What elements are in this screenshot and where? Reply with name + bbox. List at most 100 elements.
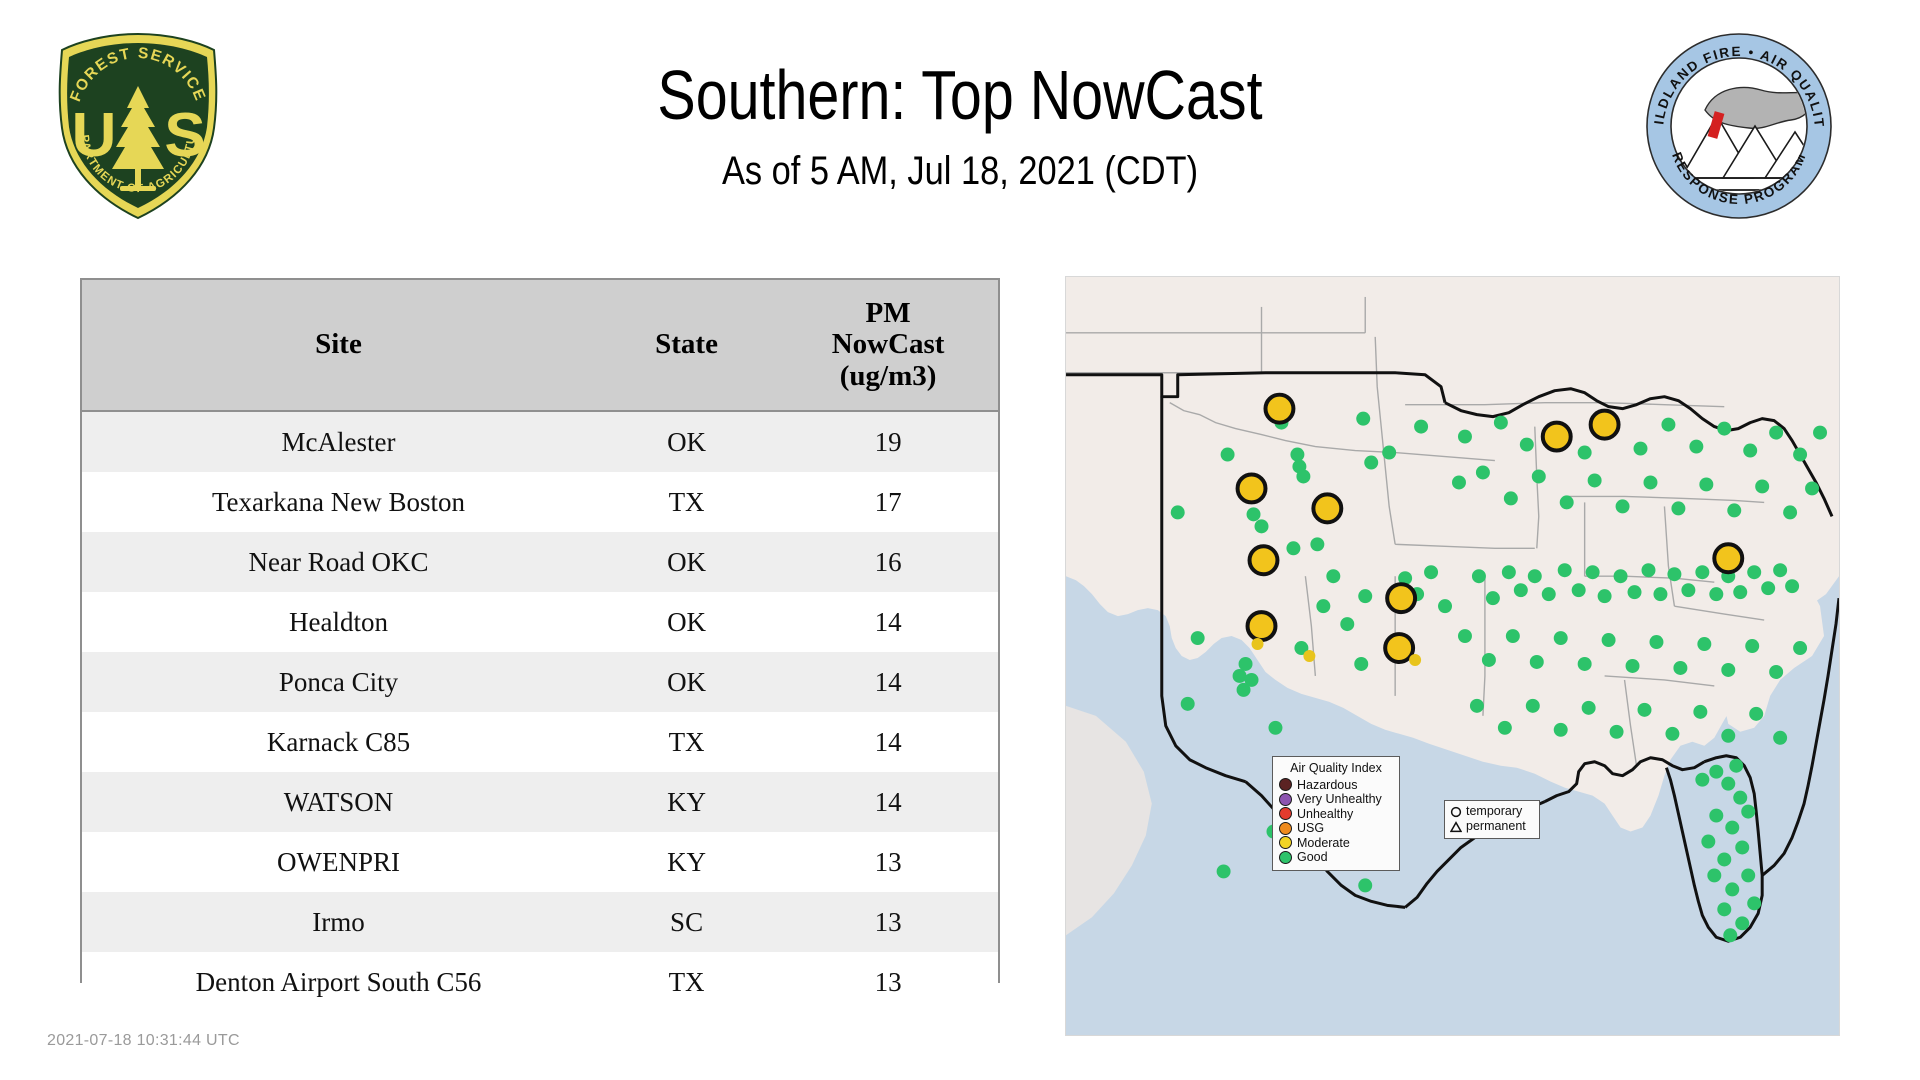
- marker-denton-airport-south: [1245, 610, 1278, 643]
- marker-owenpri: [1588, 408, 1621, 441]
- cell-site: Texarkana New Boston: [82, 472, 595, 532]
- cell-state: TX: [594, 952, 779, 1012]
- cell-state: OK: [594, 532, 779, 592]
- legend-item-temporary: temporary: [1450, 804, 1534, 819]
- marker-karnack-c85: [1383, 632, 1416, 664]
- legend-item-usg: USG: [1279, 821, 1393, 836]
- generation-timestamp: 2021-07-18 10:31:44 UTC: [47, 1032, 240, 1049]
- wildland-fire-air-quality-response-program-logo: WILDLAND FIRE • AIR QUALITY RESPONSE PRO…: [1638, 20, 1833, 220]
- legend-label-permanent: permanent: [1466, 819, 1526, 833]
- circle-icon: [1450, 806, 1462, 817]
- column-header-state: State: [594, 280, 779, 412]
- top-site-markers[interactable]: [1235, 392, 1745, 664]
- table-row: Texarkana New Boston TX 17: [82, 472, 998, 532]
- cell-state: KY: [594, 832, 779, 892]
- triangle-icon: [1450, 820, 1462, 832]
- pm-line-2: NowCast: [831, 328, 945, 361]
- legend-title: Air Quality Index: [1290, 761, 1382, 775]
- legend-label-hazardous: Hazardous: [1297, 777, 1358, 792]
- legend-item-permanent: permanent: [1450, 819, 1534, 834]
- monitor-type-legend: temporary permanent: [1444, 800, 1540, 839]
- legend-label-temporary: temporary: [1466, 804, 1523, 818]
- table-row: OWENPRI KY 13: [82, 832, 998, 892]
- cell-site: McAlester: [82, 411, 595, 472]
- table-row: WATSON KY 14: [82, 772, 998, 832]
- marker-ponca-city: [1263, 392, 1296, 425]
- cell-value: 19: [778, 411, 998, 472]
- cell-site: Ponca City: [82, 652, 595, 712]
- table-row: Ponca City OK 14: [82, 652, 998, 712]
- pm-line-3: (ug/m3): [839, 359, 937, 392]
- legend-swatch-moderate: [1279, 836, 1292, 850]
- table-row: Healdton OK 14: [82, 592, 998, 652]
- southern-region-air-quality-map[interactable]: [1065, 276, 1840, 1036]
- cell-site: Denton Airport South C56: [82, 952, 595, 1012]
- table-header-row: Site State PM NowCast (ug/m3): [82, 280, 998, 412]
- cell-value: 14: [778, 712, 998, 772]
- legend-item-very-unhealthy: Very Unhealthy: [1279, 792, 1393, 807]
- cell-value: 14: [778, 592, 998, 652]
- column-header-site: Site: [82, 280, 595, 412]
- cell-site: OWENPRI: [82, 832, 595, 892]
- cell-value: 13: [778, 892, 998, 952]
- marker-near-road-okc: [1235, 472, 1268, 505]
- table-row: Near Road OKC OK 16: [82, 532, 998, 592]
- cell-state: KY: [594, 772, 779, 832]
- legend-swatch-usg: [1279, 821, 1292, 835]
- pm-line-1: PM: [865, 297, 911, 330]
- page-title: Southern: Top NowCast: [657, 56, 1263, 134]
- state-boundaries: [1066, 296, 1765, 766]
- legend-label-usg: USG: [1297, 821, 1325, 835]
- table-row: Denton Airport South C56 TX 13: [82, 952, 998, 1012]
- legend-label-unhealthy: Unhealthy: [1297, 806, 1354, 821]
- table-row: Karnack C85 TX 14: [82, 712, 998, 772]
- legend-item-hazardous: Hazardous: [1279, 778, 1393, 793]
- marker-healdton: [1247, 544, 1280, 577]
- legend-swatch-good: [1279, 850, 1292, 864]
- table-row: McAlester OK 19: [82, 411, 998, 472]
- cell-value: 14: [778, 652, 998, 712]
- top-nowcast-table: Site State PM NowCast (ug/m3) McAlester …: [80, 278, 1000, 1012]
- column-header-site-label: Site: [315, 328, 362, 361]
- marker-texarkana-new-boston: [1385, 582, 1418, 615]
- page-subtitle: As of 5 AM, Jul 18, 2021 (CDT): [721, 149, 1199, 193]
- marker-watson: [1540, 420, 1573, 453]
- cell-value: 14: [778, 772, 998, 832]
- cell-state: TX: [594, 472, 779, 532]
- legend-label-good: Good: [1297, 850, 1328, 864]
- table-body: McAlester OK 19 Texarkana New Boston TX …: [82, 411, 998, 1012]
- cell-site: Irmo: [82, 892, 595, 952]
- legend-swatch-very-unhealthy: [1279, 792, 1292, 806]
- cell-value: 16: [778, 532, 998, 592]
- air-quality-index-legend: Air Quality Index Hazardous Very Unhealt…: [1272, 756, 1400, 871]
- cell-state: OK: [594, 652, 779, 712]
- legend-item-unhealthy: Unhealthy: [1279, 807, 1393, 822]
- cell-value: 17: [778, 472, 998, 532]
- legend-swatch-unhealthy: [1279, 807, 1292, 821]
- cell-value: 13: [778, 832, 998, 892]
- cell-state: TX: [594, 712, 779, 772]
- cell-site: WATSON: [82, 772, 595, 832]
- table-row: Irmo SC 13: [82, 892, 998, 952]
- cell-site: Karnack C85: [82, 712, 595, 772]
- usfs-letter-u: U: [72, 101, 117, 170]
- legend-item-moderate: Moderate: [1279, 836, 1393, 851]
- cell-value: 13: [778, 952, 998, 1012]
- usfs-letter-s: S: [164, 101, 205, 170]
- marker-mcalester: [1311, 492, 1344, 525]
- smoke-plume-icon: [1704, 86, 1806, 130]
- cell-site: Healdton: [82, 592, 595, 652]
- pine-tree-icon: [112, 86, 164, 191]
- flame-icon: [1707, 111, 1725, 139]
- small-moderate-markers: [1251, 638, 1422, 666]
- legend-item-good: Good: [1279, 850, 1393, 865]
- usfs-shield-logo: FOREST SERVICE DEPARTMENT OF AGRICULTURE…: [43, 19, 228, 223]
- national-borders: [1066, 371, 1839, 943]
- marker-irmo: [1712, 542, 1745, 575]
- column-header-pm-nowcast: PM NowCast (ug/m3): [778, 280, 998, 412]
- cell-state: SC: [594, 892, 779, 952]
- legend-label-very-unhealthy: Very Unhealthy: [1297, 792, 1382, 806]
- cell-state: OK: [594, 411, 779, 472]
- cell-state: OK: [594, 592, 779, 652]
